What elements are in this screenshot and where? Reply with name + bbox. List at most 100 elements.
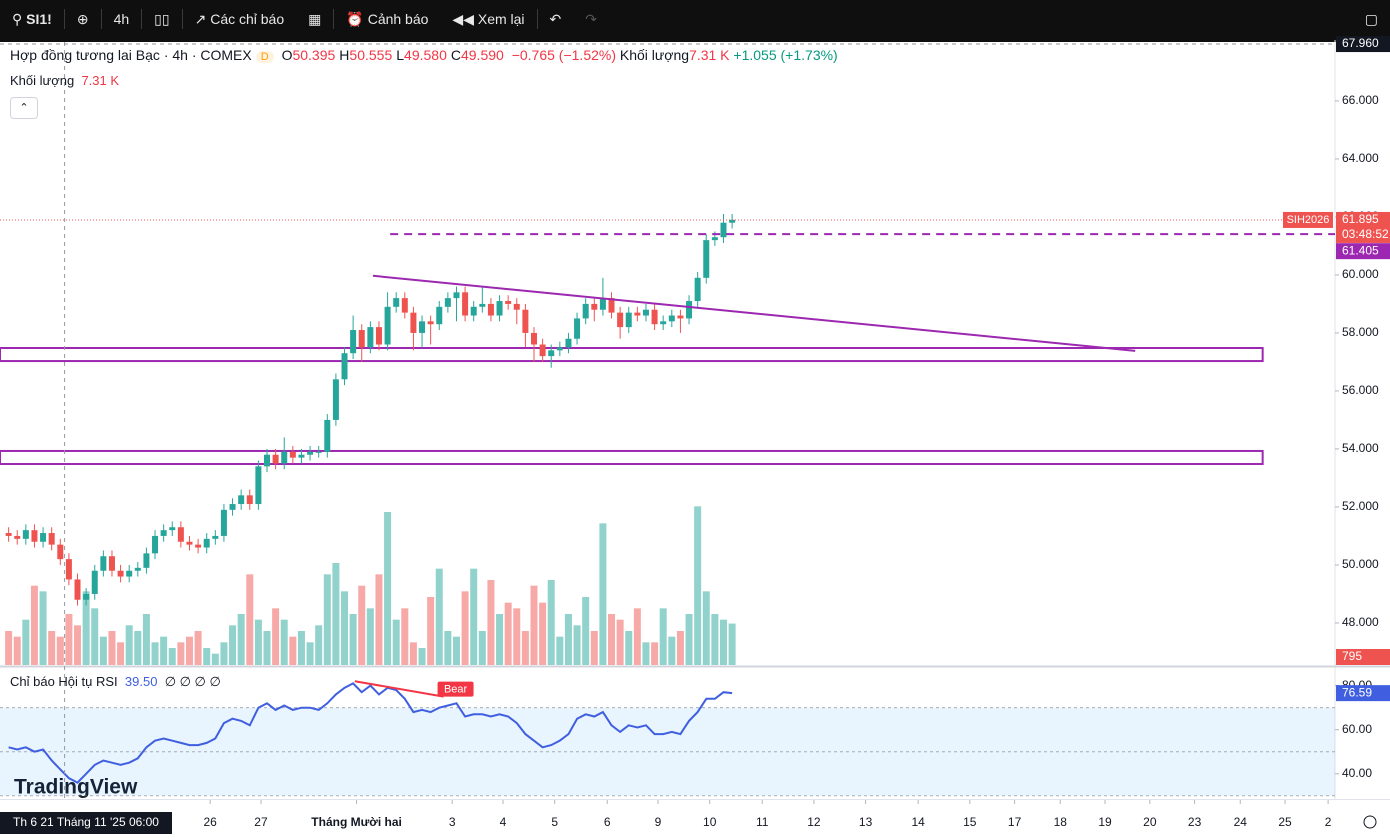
volume-bar	[719, 619, 727, 665]
zone	[0, 449, 1264, 466]
candle-body	[272, 454, 279, 464]
volume-bar	[289, 636, 297, 665]
volume-bar	[203, 648, 211, 665]
candle-body	[436, 306, 443, 325]
volume-bar	[272, 608, 280, 665]
volume-bar	[194, 631, 202, 665]
rsi-last-label-box	[1336, 685, 1390, 702]
x-tick-label: 17	[1008, 815, 1022, 829]
volume-bar	[22, 619, 30, 665]
ohlc-value: 50.395	[292, 47, 336, 63]
price-pane	[0, 214, 1335, 606]
y-tick-label: 54.000	[1342, 441, 1379, 455]
candle-body	[565, 338, 572, 348]
candle-body	[427, 321, 434, 325]
candle-body	[677, 315, 684, 319]
symbol-search[interactable]: ⚲ SI1!	[12, 10, 52, 28]
fullscreen-button[interactable]: ▢	[1364, 10, 1378, 27]
add-button[interactable]: ⊕	[76, 10, 89, 27]
candle-body	[186, 541, 193, 545]
settings-button	[1363, 815, 1377, 829]
volume-bar	[185, 636, 193, 665]
layouts-button[interactable]: ▦	[308, 10, 322, 27]
level-label-box	[1336, 243, 1390, 260]
volume-bar	[211, 653, 219, 665]
volume-bar	[530, 585, 538, 665]
volume-bar	[504, 602, 512, 665]
volume-bar	[599, 523, 607, 665]
crosshair-time-box	[0, 812, 172, 834]
candle-body	[307, 451, 314, 455]
candle-body	[470, 306, 477, 316]
candle-body	[83, 593, 90, 600]
candle-body	[57, 544, 64, 560]
volume-bar	[702, 591, 710, 665]
candle-body	[212, 535, 219, 539]
candle-body	[74, 579, 81, 600]
volume-bar	[82, 591, 90, 665]
candle-body	[341, 353, 348, 380]
volume-pane	[5, 506, 736, 665]
countdown: 03:48:52	[1342, 227, 1389, 241]
volume-bar	[668, 636, 676, 665]
trendline	[372, 274, 1136, 352]
candle-body	[332, 379, 339, 420]
volume-bar	[384, 512, 392, 665]
ohlc-key: O	[281, 47, 293, 63]
zone	[0, 347, 1264, 363]
volume-bar	[539, 602, 547, 665]
replay: Xem lại	[477, 11, 525, 27]
candle-body	[608, 298, 615, 313]
volume-bar	[642, 642, 650, 665]
volume-bar	[48, 631, 56, 665]
price-tag-box	[1336, 211, 1390, 243]
alerts-button[interactable]: ⏰ Cảnh báo	[346, 10, 429, 28]
volume-bar	[263, 631, 271, 665]
legend: Hợp đồng tương lai Bạc · 4h · COMEX D O50…	[10, 47, 838, 63]
volume-bar	[13, 636, 21, 665]
legend-volume-change: +1.055 (+1.73%)	[733, 47, 838, 63]
x-tick-label: 4	[500, 815, 507, 829]
candle-body	[419, 321, 426, 333]
candle-body	[65, 559, 72, 580]
volume-bar	[142, 614, 150, 665]
volume-bar	[91, 608, 99, 665]
replay-button[interactable]: ◀◀ Xem lại	[452, 10, 525, 28]
volume-bar	[168, 648, 176, 665]
redo-button[interactable]: ↷	[585, 10, 598, 27]
volume-bar	[547, 580, 555, 665]
candle-body	[14, 535, 21, 539]
x-tick-label: 24	[1234, 815, 1248, 829]
collapse-button[interactable]: ⌃	[10, 97, 38, 119]
candle-body	[152, 535, 159, 554]
candle-body	[479, 303, 486, 307]
indicators-button[interactable]: ↗ Các chỉ báo	[194, 10, 285, 28]
volume-bar	[99, 636, 107, 665]
chart-type[interactable]: ▯▯	[154, 10, 170, 27]
volume-bar	[74, 625, 82, 665]
undo-button[interactable]: ↶	[549, 10, 562, 27]
volume-bar	[427, 597, 435, 665]
candle-body	[5, 533, 12, 536]
volume-bar	[39, 591, 47, 665]
candle-body	[367, 327, 374, 348]
candle-body	[444, 298, 451, 307]
x-tick-label: 25	[1278, 815, 1292, 829]
candle-body	[203, 538, 210, 548]
volume-bar	[573, 625, 581, 665]
volume-bar	[65, 614, 73, 665]
candle-body	[375, 327, 382, 345]
y-tick-label: 56.000	[1342, 383, 1379, 397]
volume-bar	[444, 631, 452, 665]
alerts: Cảnh báo	[367, 11, 429, 27]
volume-bar	[30, 585, 38, 665]
interval[interactable]: 4h	[113, 11, 130, 27]
x-tick-label: 26	[203, 815, 217, 829]
x-tick-label: 23	[1188, 815, 1202, 829]
ohlc-value: 49.590	[460, 47, 504, 63]
candle-body	[108, 556, 115, 571]
volume-bar	[564, 614, 572, 665]
volume-bar	[220, 642, 228, 665]
toolbar: ⚲ SI1! ⊕ 4h ▯▯ ↗ Các chỉ báo ▦ ⏰ Cảnh bá…	[0, 0, 1390, 38]
